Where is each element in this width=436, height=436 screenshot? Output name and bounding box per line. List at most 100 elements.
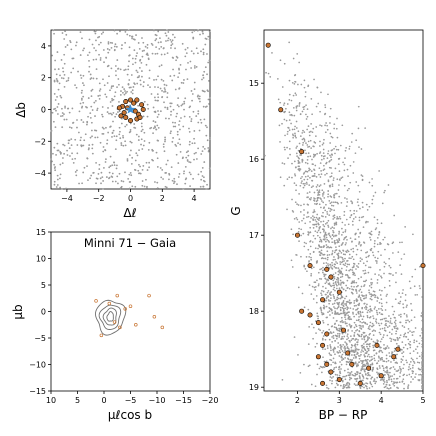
sky-field-star: [175, 145, 178, 147]
sky-field-star: [132, 86, 135, 88]
cmd-field-star: [319, 140, 321, 143]
cmd-field-star: [304, 91, 307, 93]
sky-field-star: [164, 136, 166, 139]
cmd-field-star: [349, 341, 351, 343]
cmd-field-star: [421, 379, 424, 382]
cmd-field-star: [340, 368, 342, 370]
sky-field-star: [134, 57, 137, 60]
cmd-field-star: [412, 233, 414, 236]
sky-field-star: [133, 126, 136, 129]
cmd-field-star: [389, 266, 392, 269]
cmd-field-star: [307, 140, 310, 143]
cmd-field-star: [320, 311, 323, 314]
cmd-field-star: [324, 240, 327, 243]
cmd-field-star: [327, 193, 330, 196]
sky-field-star: [188, 127, 190, 130]
cmd-field-star: [373, 308, 376, 310]
sky-field-star: [158, 65, 161, 68]
cmd-field-star: [312, 211, 315, 214]
cmd-field-star: [364, 280, 367, 283]
cmd-field-star: [358, 357, 361, 360]
sky-field-star: [109, 155, 112, 158]
cmd-field-star: [341, 275, 344, 278]
cmd-field-star: [344, 357, 346, 359]
cmd-field-star: [352, 337, 355, 340]
cmd-field-star: [362, 315, 365, 318]
cmd-field-star: [335, 222, 337, 225]
cmd-field-star: [384, 371, 386, 373]
cmd-field-star: [355, 210, 358, 212]
cmd-field-star: [305, 104, 307, 107]
cmd-field-star: [293, 114, 296, 117]
cmd-field-star: [355, 364, 358, 367]
cmd-field-star: [421, 382, 424, 385]
cmd-field-star: [376, 236, 379, 239]
sky-field-star: [56, 174, 59, 177]
cmd-field-star: [392, 252, 394, 254]
cmd-field-star: [412, 364, 414, 367]
cmd-field-star: [405, 314, 408, 316]
sky-field-star: [78, 110, 81, 113]
sky-field-star: [101, 115, 104, 118]
cmd-field-star: [322, 335, 325, 337]
sky-field-star: [206, 139, 209, 142]
sky-field-star: [114, 70, 117, 72]
sky-field-star: [124, 41, 127, 44]
cmd-field-star: [406, 361, 408, 364]
cmd-field-star: [410, 376, 413, 378]
cmd-field-star: [338, 329, 341, 332]
cmd-field-star: [354, 238, 356, 241]
cmd-field-star: [377, 360, 380, 362]
cmd-field-star: [407, 342, 410, 345]
cmd-field-star: [421, 357, 424, 359]
cmd-field-star: [355, 380, 358, 382]
cmd-field-star: [375, 352, 378, 354]
cmd-field-star: [358, 236, 360, 238]
sky-field-star: [71, 152, 73, 155]
cmd-field-star: [314, 237, 317, 240]
cmd-field-star: [326, 128, 329, 131]
cmd-field-star: [307, 125, 310, 127]
cmd-field-star: [310, 256, 312, 259]
sky-field-star: [95, 39, 97, 42]
cmd-field-star: [314, 202, 316, 205]
cmd-field-star: [370, 282, 372, 284]
sky-field-star: [138, 47, 141, 50]
pm-y-tick-label: 0: [41, 308, 46, 317]
cmd-field-star: [329, 358, 331, 361]
cmd-field-star: [332, 317, 335, 319]
cmd-y-tick-label: 18: [249, 307, 259, 316]
cmd-field-star: [287, 126, 289, 129]
cmd-field-star: [335, 246, 337, 248]
cmd-field-star: [331, 336, 333, 338]
cmd-field-star: [405, 319, 407, 322]
cmd-field-star: [346, 238, 348, 241]
sky-field-star: [201, 30, 204, 33]
cmd-field-star: [369, 305, 371, 308]
cmd-field-star: [383, 265, 386, 268]
pm-member-star: [94, 299, 98, 303]
cmd-field-star: [330, 332, 333, 334]
cmd-field-star: [358, 216, 361, 219]
cmd-field-star: [301, 110, 304, 113]
cmd-field-star: [343, 260, 345, 262]
cmd-field-star: [331, 234, 334, 237]
cmd-field-star: [353, 302, 356, 304]
cmd-field-star: [400, 370, 402, 372]
cmd-field-star: [318, 250, 321, 253]
cmd-field-star: [322, 152, 325, 154]
cmd-field-star: [325, 161, 328, 164]
sky-field-star: [102, 180, 105, 182]
cmd-field-star: [339, 284, 342, 286]
sky-field-star: [65, 80, 68, 83]
cmd-field-star: [324, 277, 326, 280]
cmd-member-star: [378, 373, 384, 379]
cmd-field-star: [388, 272, 391, 275]
cmd-field-star: [319, 151, 322, 153]
cmd-field-star: [367, 309, 370, 312]
sky-field-star: [162, 178, 164, 180]
cmd-field-star: [409, 352, 412, 355]
cmd-field-star: [329, 379, 331, 382]
cmd-field-star: [361, 307, 363, 310]
cmd-field-star: [324, 112, 327, 115]
